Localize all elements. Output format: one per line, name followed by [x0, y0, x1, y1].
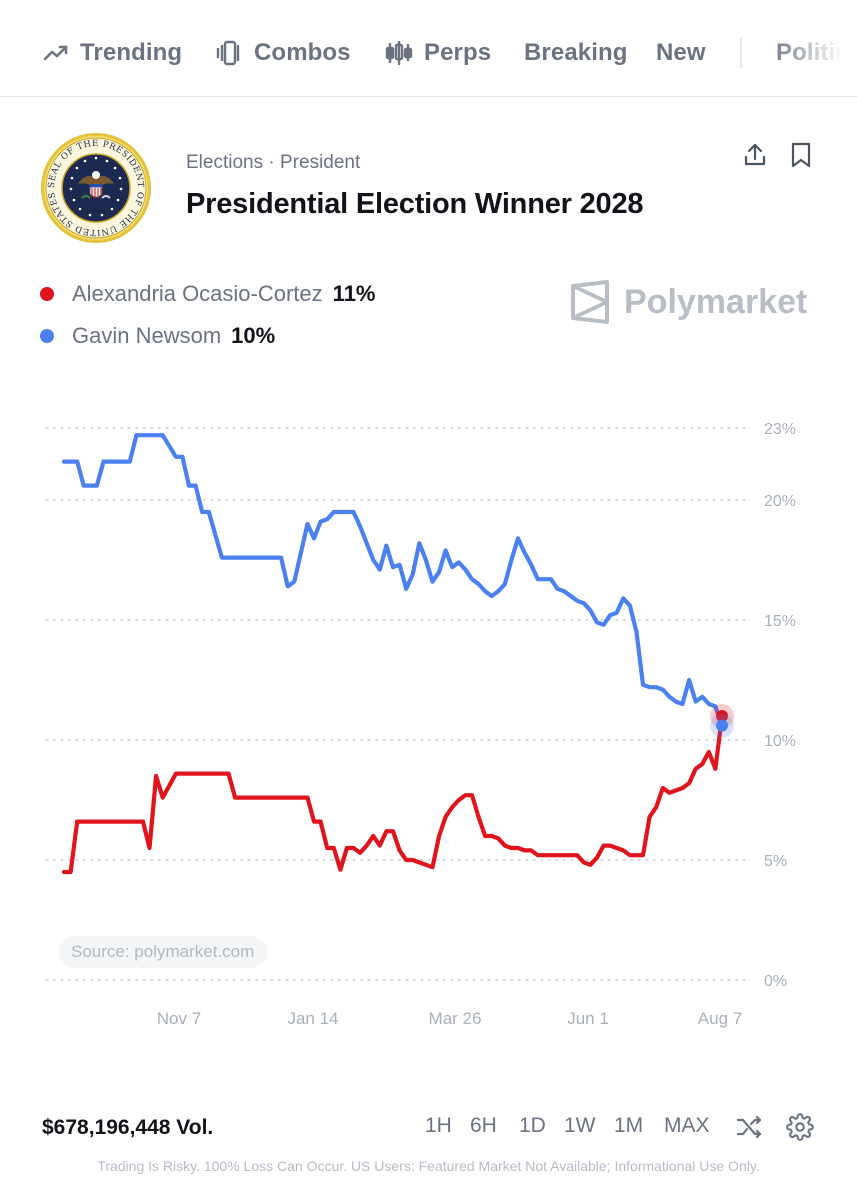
legend-value: 11%	[332, 281, 376, 306]
settings-button[interactable]	[785, 1112, 815, 1142]
y-tick-label: 5%	[764, 853, 787, 870]
nav-label: Politics	[776, 39, 857, 66]
y-tick-label: 15%	[764, 613, 796, 630]
series-end-point	[716, 719, 728, 732]
legend-value: 10%	[231, 323, 276, 348]
source-label: Source: polymarket.com	[58, 936, 268, 968]
chart-grid	[45, 427, 749, 981]
presidential-seal-icon: SEAL OF THE PRESIDENT OF THE UNITED STAT…	[40, 132, 151, 243]
polymarket-watermark: Polymarket	[570, 280, 807, 324]
price-chart: 0% 5% 10% 15% 20% 23% Nov 7 Jan 14 Mar 26 Jun 1 A…	[45, 421, 796, 1028]
y-tick-label: 20%	[764, 493, 796, 510]
breadcrumb-subcategory[interactable]: President	[280, 152, 361, 173]
legend-name: Alexandria Ocasio-Cortez	[72, 281, 323, 306]
breadcrumb: Elections · President	[186, 152, 360, 174]
risk-disclaimer: Trading Is Risky. 100% Loss Can Occur. U…	[97, 1158, 760, 1174]
breadcrumb-category[interactable]: Elections	[186, 152, 264, 173]
chart-series	[61, 433, 725, 875]
y-tick-label: 0%	[764, 973, 787, 990]
legend-item-newsom: Gavin Newsom 10%	[40, 321, 275, 351]
page-title: Presidential Election Winner 2028	[186, 188, 644, 220]
x-tick-label: Jun 1	[567, 1009, 609, 1028]
polymarket-logo-icon	[571, 280, 609, 324]
candlestick-icon	[385, 41, 413, 65]
shuffle-button[interactable]	[734, 1112, 764, 1142]
nav-divider	[740, 38, 742, 68]
nav-label: Combos	[254, 39, 351, 66]
nav-label: New	[656, 39, 706, 66]
y-tick-label: 23%	[764, 421, 796, 438]
nav-item-perps[interactable]: Perps	[384, 38, 491, 68]
share-icon	[744, 143, 766, 166]
range-button-1h[interactable]: 1H	[425, 1114, 452, 1137]
shuffle-icon	[736, 1115, 762, 1139]
legend-item-aoc: Alexandria Ocasio-Cortez 11%	[40, 279, 376, 309]
chart-markers	[710, 704, 734, 738]
nav-label: Perps	[424, 39, 492, 66]
breadcrumb-separator: ·	[268, 152, 275, 173]
share-button[interactable]	[738, 138, 772, 172]
x-tick-label: Nov 7	[157, 1009, 201, 1028]
trending-icon	[43, 45, 68, 61]
nav-item-breaking[interactable]: Breaking	[524, 38, 628, 68]
x-axis-labels: Nov 7 Jan 14 Mar 26 Jun 1 Aug 7	[157, 1009, 742, 1028]
nav-label: Trending	[80, 39, 183, 66]
legend-dot	[40, 329, 54, 343]
nav-item-new[interactable]: New	[656, 38, 706, 68]
y-tick-label: 10%	[764, 733, 796, 750]
volume-label: $678,196,448 Vol.	[42, 1116, 214, 1139]
range-button-1d[interactable]: 1D	[519, 1114, 546, 1137]
x-tick-label: Aug 7	[698, 1009, 742, 1028]
nav-item-combos[interactable]: Combos	[214, 38, 351, 68]
range-button-6h[interactable]: 6H	[470, 1114, 497, 1137]
bookmark-button[interactable]	[784, 138, 818, 172]
watermark-text: Polymarket	[624, 282, 808, 321]
series-end-point	[716, 710, 728, 722]
range-button-max[interactable]: MAX	[664, 1114, 710, 1137]
y-axis-labels: 0% 5% 10% 15% 20% 23%	[764, 421, 796, 990]
nav-label: Breaking	[524, 39, 628, 66]
nav-item-politics[interactable]: Politics	[776, 38, 857, 68]
range-button-1m[interactable]: 1M	[614, 1114, 644, 1137]
nav-item-trending[interactable]: Trending	[42, 38, 182, 68]
series-line-1	[61, 433, 725, 728]
top-navigation: Trending Combos Perps Breaking New Polit…	[0, 0, 857, 97]
range-button-1w[interactable]: 1W	[564, 1114, 596, 1137]
legend-name: Gavin Newsom	[72, 323, 222, 348]
gear-icon	[786, 1113, 814, 1141]
series-line-0	[61, 713, 725, 875]
x-tick-label: Mar 26	[429, 1009, 482, 1028]
combos-icon	[216, 40, 240, 66]
legend-dot	[40, 287, 54, 301]
x-tick-label: Jan 14	[287, 1009, 338, 1028]
bookmark-icon	[791, 142, 811, 168]
